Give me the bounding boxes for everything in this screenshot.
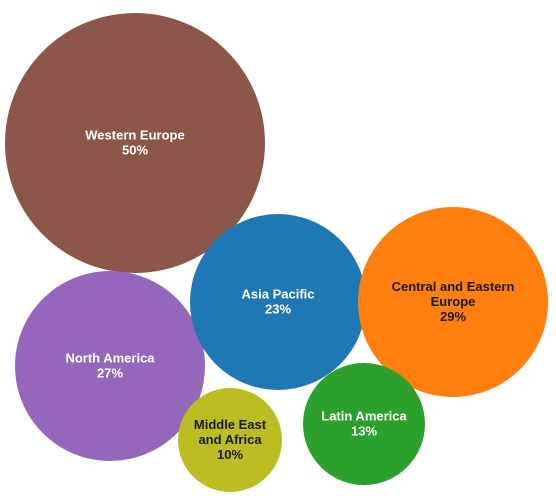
bubble-label-north-america: North America bbox=[65, 351, 155, 366]
bubble-label-middle-east-and-africa: and Africa bbox=[198, 432, 262, 447]
bubble-value-central-and-eastern-europe: 29% bbox=[440, 309, 466, 324]
bubble-circle-western-europe bbox=[5, 13, 265, 273]
bubble-label-middle-east-and-africa: Middle East bbox=[194, 417, 267, 432]
bubble-value-asia-pacific: 23% bbox=[265, 302, 291, 317]
bubble-label-latin-america: Latin America bbox=[321, 409, 407, 424]
bubble-value-middle-east-and-africa: 10% bbox=[217, 447, 243, 462]
bubble-circle-middle-east-and-africa bbox=[178, 388, 282, 492]
bubble-value-western-europe: 50% bbox=[122, 143, 148, 158]
bubble-value-north-america: 27% bbox=[97, 366, 123, 381]
bubble-circle-central-and-eastern-europe bbox=[358, 207, 548, 397]
bubble-circle-latin-america bbox=[303, 363, 425, 485]
bubble-label-central-and-eastern-europe: Central and Eastern bbox=[392, 279, 515, 294]
bubble-circle-north-america bbox=[15, 271, 205, 461]
bubble-label-western-europe: Western Europe bbox=[85, 128, 184, 143]
bubble-label-central-and-eastern-europe: Europe bbox=[431, 294, 476, 309]
bubble-value-latin-america: 13% bbox=[351, 424, 377, 439]
bubble-label-asia-pacific: Asia Pacific bbox=[242, 287, 315, 302]
bubble-circle-asia-pacific bbox=[190, 214, 366, 390]
